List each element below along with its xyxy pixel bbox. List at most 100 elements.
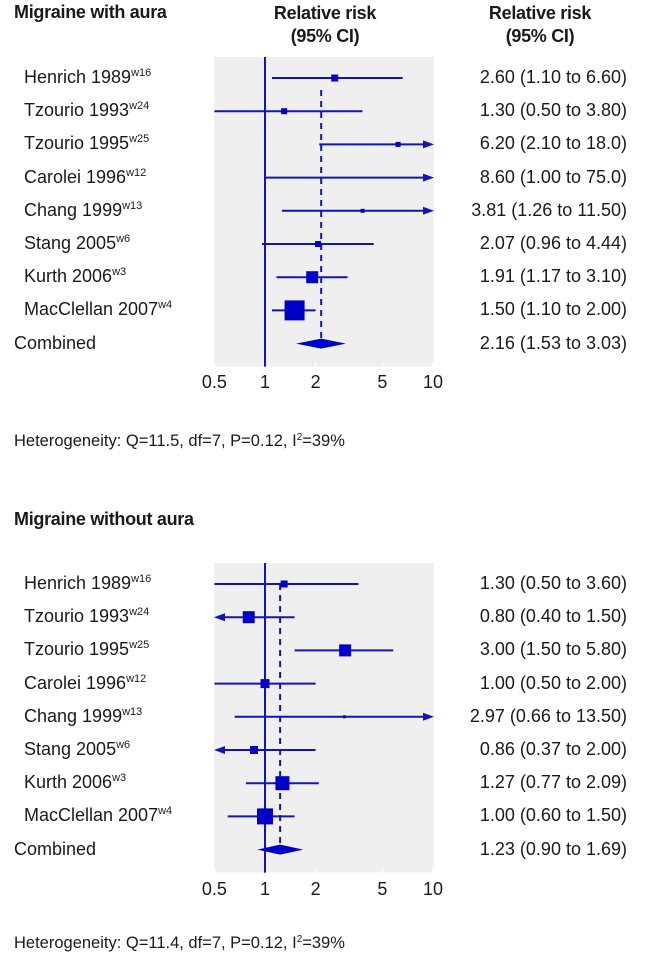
heterogeneity-suffix: =39% — [302, 934, 345, 952]
study-name: Tzourio 1993 — [24, 100, 130, 121]
study-name: MacClellan 2007 — [24, 805, 159, 826]
study-reference: w13 — [122, 705, 143, 718]
combined-value: 1.23 (0.90 to 1.69) — [479, 838, 627, 859]
heterogeneity-sup: 2 — [296, 934, 303, 945]
arrow-right-icon — [423, 140, 434, 149]
study-reference: w25 — [129, 133, 150, 146]
heterogeneity-text: Heterogeneity: Q=11.5, df=7, P=0.12, I2=… — [14, 432, 345, 451]
study-name: Tzourio 1995 — [24, 639, 130, 660]
point-estimate-square — [342, 715, 346, 719]
study-label: Tzourio 1995w25 — [24, 639, 149, 659]
heterogeneity-prefix: Heterogeneity: Q=11.4, df=7, P=0.12, I — [14, 934, 297, 952]
point-estimate-square — [331, 74, 339, 82]
study-name: Kurth 2006 — [24, 266, 113, 287]
point-estimate-square — [275, 776, 290, 791]
values-column-header: Relative risk (95% CI) — [470, 2, 610, 48]
forest-plot-with-aura: Migraine with aura Relative risk (95% CI… — [0, 0, 650, 470]
study-name: Kurth 2006 — [24, 772, 113, 793]
study-label: Chang 1999w13 — [24, 200, 142, 220]
study-reference: w3 — [112, 266, 127, 279]
forest-plot-svg: 0.5 1 2 5 10 — [202, 57, 443, 392]
relative-risk-value: 8.60 (1.00 to 75.0) — [479, 166, 627, 187]
combined-label: Combined — [14, 838, 97, 859]
arrow-left-icon — [214, 746, 225, 754]
combined-value: 2.16 (1.53 to 3.03) — [479, 332, 627, 353]
study-name: Henrich 1989 — [24, 67, 132, 87]
forest-plot-without-aura: Migraine without aura 0.5 1 2 5 10 Henrich 1… — [0, 505, 650, 964]
point-estimate-square — [395, 141, 401, 147]
study-label: Chang 1999w13 — [24, 706, 142, 726]
relative-risk-value: 1.00 (0.60 to 1.50) — [479, 805, 627, 826]
point-estimate-square — [260, 679, 270, 689]
relative-risk-value: 1.50 (1.10 to 2.00) — [479, 299, 627, 320]
relative-risk-value: 3.00 (1.50 to 5.80) — [479, 639, 627, 660]
point-estimate-square — [249, 746, 258, 754]
study-reference: w12 — [126, 672, 147, 685]
study-name: Chang 1999 — [24, 199, 123, 220]
study-reference: w24 — [129, 606, 150, 619]
study-label: Stang 2005w6 — [24, 233, 130, 253]
study-reference: w24 — [129, 100, 150, 113]
study-label: Henrich 1989w16 — [24, 67, 151, 87]
study-reference: w25 — [129, 639, 150, 652]
x-tick-label: 1 — [260, 879, 270, 899]
x-tick-label: 0.5 — [202, 372, 227, 392]
x-tick-label: 2 — [311, 372, 321, 392]
study-name: MacClellan 2007 — [24, 299, 159, 320]
arrow-right-icon — [423, 206, 434, 215]
point-estimate-square — [242, 611, 255, 624]
forest-plot-svg: 0.5 1 2 5 10 — [202, 563, 443, 899]
study-label: Kurth 2006w3 — [24, 772, 126, 792]
relative-risk-value: 0.80 (0.40 to 1.50) — [479, 606, 627, 627]
arrow-right-icon — [423, 712, 434, 721]
point-estimate-square — [360, 208, 365, 213]
x-tick-label: 10 — [423, 372, 443, 392]
study-name: Chang 1999 — [24, 705, 123, 726]
point-estimate-square — [257, 808, 273, 825]
study-name: Henrich 1989 — [24, 573, 132, 593]
point-estimate-square — [280, 580, 288, 588]
header-line-1: Relative risk — [488, 3, 592, 23]
study-reference: w6 — [116, 739, 131, 751]
relative-risk-value: 6.20 (2.10 to 18.0) — [479, 133, 627, 154]
study-reference: w4 — [158, 805, 173, 818]
study-reference: w12 — [126, 166, 147, 179]
combined-label: Combined — [14, 332, 97, 353]
x-tick-label: 2 — [311, 879, 321, 899]
relative-risk-value: 1.00 (0.50 to 2.00) — [479, 672, 627, 693]
study-name: Stang 2005 — [24, 739, 117, 759]
study-label: Carolei 1996w12 — [24, 167, 146, 187]
heterogeneity-text: Heterogeneity: Q=11.4, df=7, P=0.12, I2=… — [14, 934, 345, 953]
study-label: Stang 2005w6 — [24, 739, 130, 759]
heterogeneity-suffix: =39% — [302, 432, 345, 450]
relative-risk-value: 1.30 (0.50 to 3.60) — [479, 573, 627, 593]
study-label: Carolei 1996w12 — [24, 673, 146, 693]
point-estimate-square — [284, 300, 305, 321]
arrow-right-icon — [423, 173, 434, 182]
point-estimate-square — [339, 644, 352, 657]
plot-column-header: Relative risk (95% CI) — [255, 2, 395, 48]
arrow-left-icon — [214, 613, 225, 622]
study-name: Carolei 1996 — [24, 672, 127, 693]
study-name: Carolei 1996 — [24, 166, 127, 187]
relative-risk-value: 1.27 (0.77 to 2.09) — [479, 772, 627, 793]
study-name: Tzourio 1995 — [24, 133, 130, 154]
point-estimate-square — [306, 271, 319, 284]
x-tick-label: 10 — [423, 879, 443, 899]
header-line-1: Relative risk — [273, 3, 377, 23]
study-label: Henrich 1989w16 — [24, 573, 151, 593]
heterogeneity-sup: 2 — [296, 432, 303, 443]
x-tick-label: 1 — [260, 372, 270, 392]
header-line-2: (95% CI) — [505, 26, 575, 46]
header-line-2: (95% CI) — [290, 26, 360, 46]
heterogeneity-prefix: Heterogeneity: Q=11.5, df=7, P=0.12, I — [14, 432, 297, 450]
study-label: Tzourio 1993w24 — [24, 606, 149, 626]
panel-title: Migraine without aura — [14, 509, 194, 529]
relative-risk-value: 0.86 (0.37 to 2.00) — [479, 739, 627, 759]
point-estimate-square — [315, 241, 322, 247]
point-estimate-square — [281, 108, 288, 115]
relative-risk-value: 3.81 (1.26 to 11.50) — [471, 199, 627, 220]
relative-risk-value: 2.97 (0.66 to 13.50) — [469, 705, 627, 726]
study-label: Tzourio 1995w25 — [24, 133, 149, 153]
x-tick-label: 0.5 — [202, 879, 227, 899]
